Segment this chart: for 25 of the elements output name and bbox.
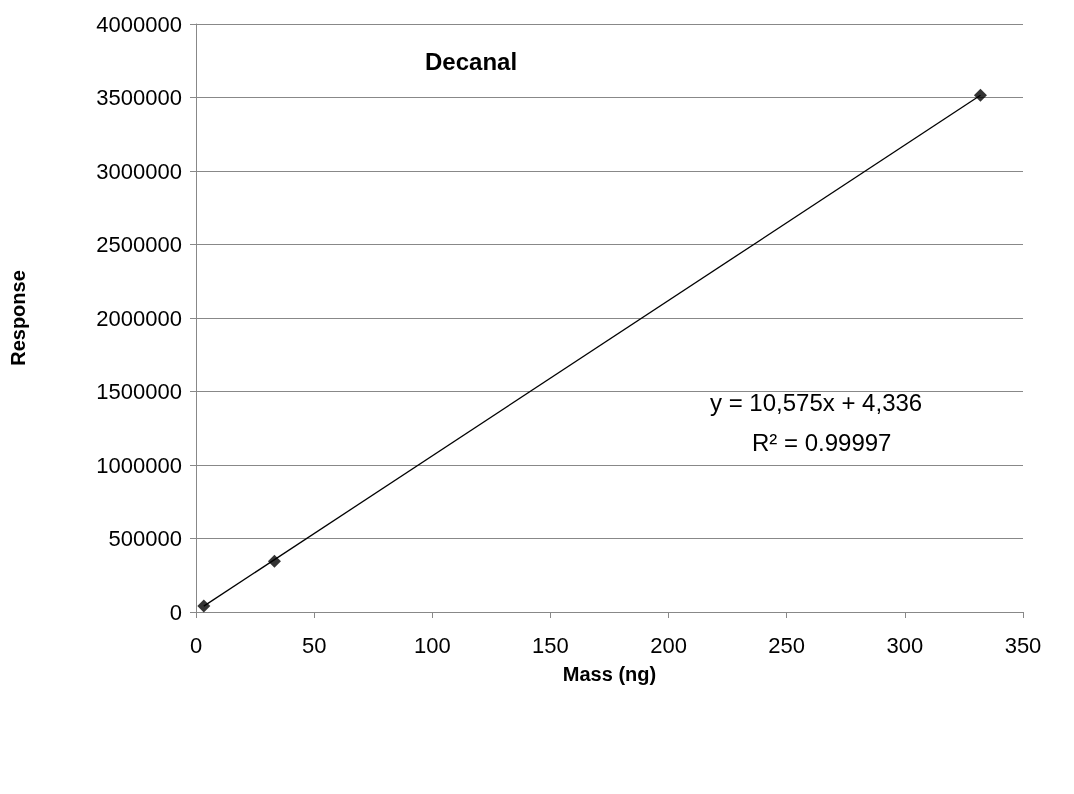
x-tick-label: 0 <box>189 632 203 658</box>
y-tick-label: 500000 <box>108 526 182 551</box>
annotation: R² = 0.99997 <box>752 428 892 456</box>
x-tick-label: 350 <box>1004 632 1042 658</box>
x-tick-label: 200 <box>650 632 687 658</box>
y-tick-label: 1500000 <box>96 379 182 404</box>
annotation: y = 10,575x + 4,336 <box>710 388 923 416</box>
y-tick-label: 3500000 <box>96 85 182 110</box>
y-tick-label: 4000000 <box>96 11 182 37</box>
point <box>973 88 987 102</box>
x-tick-label: 300 <box>886 632 924 658</box>
y-axis-title: Response <box>7 270 29 366</box>
text: Decanal <box>425 47 518 75</box>
x-tick-label: 100 <box>413 632 451 658</box>
y-tick-label: 1000000 <box>96 452 182 478</box>
point <box>267 554 281 568</box>
x-tick-label: 250 <box>768 632 806 658</box>
y-tick-label: 2000000 <box>96 305 182 331</box>
y-tick-label: 0 <box>169 599 182 625</box>
point <box>197 599 211 613</box>
y-tick-label: 3000000 <box>96 158 182 184</box>
x-axis-title: Mass (ng) <box>562 663 657 685</box>
y-tick-label: 2500000 <box>96 232 182 257</box>
x-tick-label: 50 <box>301 632 327 658</box>
x-tick-label: 150 <box>532 632 569 658</box>
